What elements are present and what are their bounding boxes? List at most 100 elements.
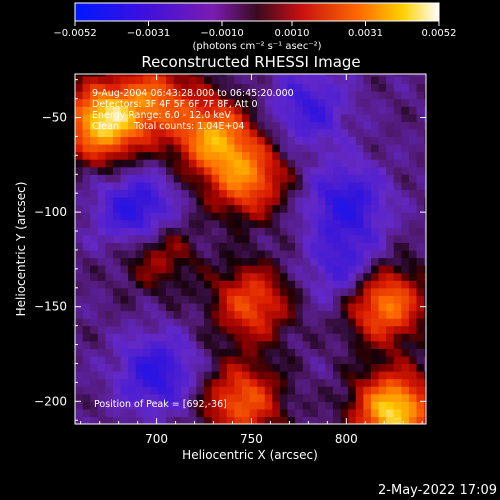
heatmap-cell — [219, 136, 228, 145]
heatmap-cell — [249, 257, 258, 266]
heatmap-cell — [204, 265, 213, 274]
heatmap-cell — [295, 249, 304, 259]
heatmap-cell — [370, 113, 380, 122]
heatmap-cell — [234, 348, 243, 357]
heatmap-cell — [82, 348, 91, 357]
heatmap-cell — [226, 128, 235, 138]
heatmap-cell — [196, 408, 205, 418]
heatmap-cell — [333, 83, 342, 92]
heatmap-cell — [105, 378, 114, 387]
heatmap-cell — [370, 401, 380, 410]
heatmap-cell — [348, 174, 357, 183]
heatmap-cell — [249, 408, 258, 418]
heatmap-cell — [105, 310, 114, 319]
heatmap-cell — [143, 98, 152, 107]
heatmap-cell — [401, 363, 410, 372]
heatmap-cell — [97, 159, 106, 168]
heatmap-cell — [188, 227, 198, 236]
heatmap-cell — [295, 74, 304, 77]
heatmap-cell — [325, 340, 334, 349]
heatmap-cell — [105, 219, 114, 228]
heatmap-cell — [424, 159, 426, 168]
heatmap-cell — [158, 257, 167, 266]
heatmap-cell — [173, 219, 182, 228]
heatmap-cell — [416, 318, 425, 327]
heatmap-cell — [75, 128, 84, 138]
heatmap-cell — [143, 363, 152, 372]
heatmap-cell — [302, 151, 311, 160]
heatmap-cell — [317, 74, 327, 77]
heatmap-cell — [143, 166, 152, 175]
heatmap-cell — [128, 386, 137, 395]
heatmap-cell — [333, 144, 342, 153]
heatmap-cell — [166, 174, 175, 183]
heatmap-cell — [112, 371, 122, 380]
heatmap-cell — [219, 196, 228, 206]
heatmap-cell — [196, 295, 205, 304]
heatmap-cell — [128, 204, 137, 213]
heatmap-cell — [378, 401, 387, 410]
heatmap-cell — [120, 212, 129, 221]
heatmap-cell — [105, 75, 114, 85]
heatmap-cell — [363, 174, 372, 183]
heatmap-cell — [310, 234, 319, 243]
heatmap-cell — [90, 196, 99, 206]
heatmap-cell — [158, 355, 167, 365]
heatmap-cell — [333, 401, 342, 410]
heatmap-cell — [355, 106, 364, 115]
heatmap-cell — [234, 287, 243, 296]
heatmap-cell — [378, 340, 387, 349]
heatmap-cell — [408, 302, 418, 312]
heatmap-cell — [204, 106, 213, 115]
heatmap-cell — [348, 257, 357, 266]
heatmap-cell — [204, 242, 213, 251]
heatmap-cell — [211, 121, 220, 130]
heatmap-cell — [302, 181, 311, 191]
heatmap-cell — [279, 106, 289, 115]
heatmap-cell — [416, 416, 425, 424]
heatmap-cell — [219, 113, 228, 122]
heatmap-cell — [112, 310, 122, 319]
heatmap-cell — [241, 121, 251, 130]
heatmap-cell — [333, 416, 342, 424]
heatmap-cell — [196, 166, 205, 175]
heatmap-cell — [302, 166, 311, 175]
heatmap-cell — [135, 310, 144, 319]
heatmap-cell — [219, 386, 228, 395]
heatmap-cell — [287, 189, 296, 198]
heatmap-cell — [158, 128, 167, 138]
heatmap-cell — [310, 151, 319, 160]
heatmap-cell — [128, 363, 137, 372]
heatmap-cell — [204, 249, 213, 259]
heatmap-cell — [135, 98, 144, 107]
heatmap-cell — [173, 386, 182, 395]
heatmap-cell — [363, 280, 372, 289]
heatmap-cell — [378, 212, 387, 221]
heatmap-cell — [416, 91, 425, 100]
heatmap-cell — [249, 265, 258, 274]
heatmap-cell — [181, 348, 190, 357]
heatmap-cell — [333, 174, 342, 183]
heatmap-cell — [219, 401, 228, 410]
heatmap-cell — [196, 401, 205, 410]
heatmap-cell — [408, 272, 418, 281]
heatmap-cell — [249, 74, 258, 77]
heatmap-cell — [211, 371, 220, 380]
heatmap-cell — [204, 196, 213, 206]
heatmap-cell — [355, 287, 364, 296]
heatmap-cell — [158, 75, 167, 85]
heatmap-cell — [196, 174, 205, 183]
heatmap-cell — [295, 219, 304, 228]
heatmap-cell — [317, 121, 327, 130]
heatmap-cell — [226, 310, 235, 319]
heatmap-cell — [173, 166, 182, 175]
heatmap-cell — [135, 212, 144, 221]
heatmap-cell — [348, 113, 357, 122]
heatmap-cell — [355, 91, 364, 100]
heatmap-cell — [272, 189, 281, 198]
heatmap-cell — [424, 234, 426, 243]
heatmap-cell — [90, 249, 99, 259]
heatmap-cell — [97, 242, 106, 251]
heatmap-cell — [219, 340, 228, 349]
heatmap-cell — [188, 113, 198, 122]
